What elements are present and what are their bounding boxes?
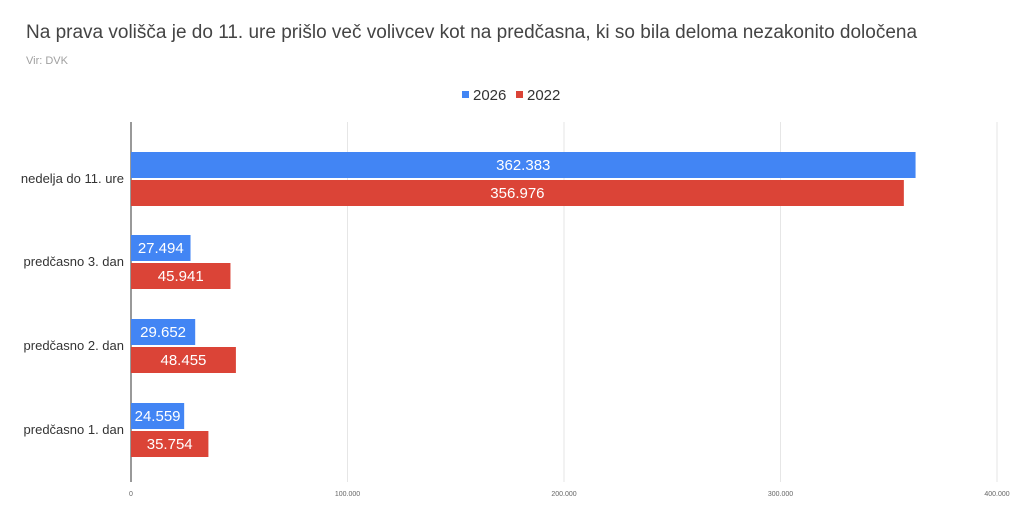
bar-value-label: 27.494 <box>138 240 184 257</box>
x-axis-ticks: 0 100.000 200.000 300.000 400.000 <box>129 491 1010 498</box>
bar-2022 <box>131 180 904 206</box>
bar-value-label: 45.941 <box>158 268 204 285</box>
bars: 362.383 356.976 27.494 45.941 29.652 48.455 24… <box>131 152 916 457</box>
bar-value-label: 24.559 <box>135 408 181 425</box>
category-label: predčasno 2. dan <box>24 338 124 353</box>
category-labels: nedelja do 11. ure predčasno 3. dan predča… <box>21 171 124 437</box>
category-label: predčasno 3. dan <box>24 254 124 269</box>
bar-value-label: 356.976 <box>490 185 544 202</box>
legend-label: 2022 <box>527 87 560 104</box>
bar-2022 <box>131 431 209 457</box>
chart-title: Na prava volišča je do 11. ure prišlo ve… <box>26 22 918 43</box>
category-label: nedelja do 11. ure <box>21 171 124 186</box>
bar-value-label: 35.754 <box>147 436 193 453</box>
bar-2022 <box>131 263 231 289</box>
chart-subtitle: Vir: DVK <box>26 55 68 67</box>
bar-value-label: 362.383 <box>496 157 550 174</box>
x-tick-label: 300.000 <box>768 491 793 498</box>
legend-label: 2026 <box>473 87 506 104</box>
bar-2026 <box>131 235 191 261</box>
x-tick-label: 200.000 <box>551 491 576 498</box>
x-tick-label: 100.000 <box>335 491 360 498</box>
bar-value-label: 48.455 <box>161 352 207 369</box>
legend-swatch <box>462 91 469 98</box>
bar-value-label: 29.652 <box>140 324 186 341</box>
bar-2022 <box>131 347 236 373</box>
bar-2026 <box>131 403 185 429</box>
legend: 2026 2022 <box>462 87 560 104</box>
x-tick-label: 400.000 <box>984 491 1009 498</box>
bar-2026 <box>131 152 916 178</box>
legend-swatch <box>516 91 523 98</box>
x-tick-label: 0 <box>129 491 133 498</box>
category-label: predčasno 1. dan <box>24 422 124 437</box>
bar-2026 <box>131 319 196 345</box>
